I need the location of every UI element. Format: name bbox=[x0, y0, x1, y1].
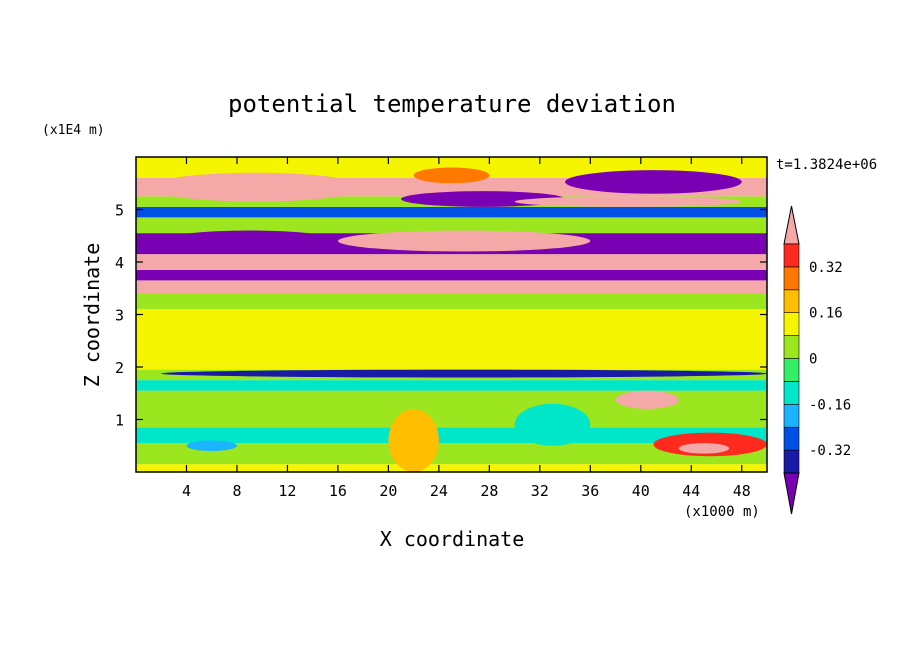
x-axis: 4 8 12 16 20 24 28 32 36 40 44 48 bbox=[182, 157, 751, 500]
x-tick-label: 24 bbox=[430, 482, 448, 500]
x-tick-label: 40 bbox=[632, 482, 650, 500]
contour-feature-7 bbox=[161, 369, 767, 378]
x-tick-label: 48 bbox=[733, 482, 751, 500]
x-tick-label: 36 bbox=[581, 482, 599, 500]
x-unit-label: (x1000 m) bbox=[684, 504, 760, 520]
y-tick-label: 3 bbox=[115, 307, 124, 325]
contour-band-11 bbox=[136, 254, 767, 270]
contour-band-9 bbox=[136, 280, 767, 294]
contour-feature-6 bbox=[337, 230, 591, 252]
colorbar-segment-1 bbox=[783, 426, 800, 451]
x-tick-label: 8 bbox=[232, 482, 241, 500]
contour-band-10 bbox=[136, 269, 767, 281]
contour-feature-12 bbox=[186, 440, 237, 451]
contour-band-2 bbox=[136, 427, 767, 444]
x-tick-label: 32 bbox=[531, 482, 549, 500]
colorbar-tick-label: -0.32 bbox=[809, 443, 851, 459]
colorbar-segment-5 bbox=[783, 335, 800, 359]
colorbar-segment-3 bbox=[783, 381, 800, 405]
contour-band-6 bbox=[136, 364, 767, 370]
x-tick-label: 44 bbox=[682, 482, 700, 500]
contour-feature-5 bbox=[161, 230, 338, 252]
colorbar-arrow-high bbox=[783, 205, 800, 245]
contour-band-14 bbox=[136, 206, 767, 218]
y-tick-label: 4 bbox=[115, 254, 124, 272]
y-tick-label: 5 bbox=[115, 202, 124, 220]
contour-band-0 bbox=[136, 464, 767, 472]
colorbar-tick-label: 0.32 bbox=[809, 260, 843, 276]
contour-band-1 bbox=[136, 443, 767, 465]
contour-band-7 bbox=[136, 309, 767, 365]
colorbar-segment-9 bbox=[783, 243, 800, 268]
x-tick-label: 28 bbox=[480, 482, 498, 500]
x-tick-label: 20 bbox=[379, 482, 397, 500]
y-axis-label: Z coordinate bbox=[80, 243, 104, 388]
colorbar-tick-label: 0.16 bbox=[809, 306, 843, 322]
contour-band-13 bbox=[136, 217, 767, 234]
y-tick-label: 1 bbox=[115, 412, 124, 430]
colorbar-segment-7 bbox=[783, 289, 800, 313]
y-unit-label: (x1E4 m) bbox=[42, 123, 105, 138]
contour-feature-3 bbox=[565, 170, 742, 194]
colorbar-arrow-low bbox=[783, 472, 800, 515]
chart-title: potential temperature deviation bbox=[228, 90, 676, 118]
colorbar-segment-0 bbox=[783, 449, 800, 474]
contour-feature-8 bbox=[615, 390, 679, 409]
colorbar-segment-8 bbox=[783, 266, 800, 291]
contour-feature-0 bbox=[148, 172, 364, 202]
plot-area bbox=[136, 157, 767, 472]
time-label: t=1.3824e+06 bbox=[776, 157, 877, 173]
x-tick-label: 12 bbox=[278, 482, 296, 500]
contour-band-4 bbox=[136, 380, 767, 391]
contour-band-8 bbox=[136, 293, 767, 310]
contour-feature-4 bbox=[514, 196, 742, 207]
y-axis: 1 2 3 4 5 bbox=[115, 202, 767, 430]
x-tick-label: 4 bbox=[182, 482, 191, 500]
x-tick-label: 16 bbox=[329, 482, 347, 500]
contour-feature-2 bbox=[413, 167, 490, 184]
colorbar-segment-4 bbox=[783, 358, 800, 382]
colorbar-tick-label: 0 bbox=[809, 352, 817, 368]
y-tick-label: 2 bbox=[115, 359, 124, 377]
colorbar-tick-label: -0.16 bbox=[809, 397, 851, 413]
colorbar: 0.32 0.16 0 -0.16 -0.32 bbox=[783, 205, 851, 515]
contour-feature-13 bbox=[514, 403, 591, 446]
contour-feature-10 bbox=[678, 443, 730, 454]
contour-feature-11 bbox=[388, 409, 439, 472]
x-axis-label: X coordinate bbox=[380, 527, 525, 551]
colorbar-segment-6 bbox=[783, 312, 800, 336]
colorbar-segment-2 bbox=[783, 403, 800, 428]
